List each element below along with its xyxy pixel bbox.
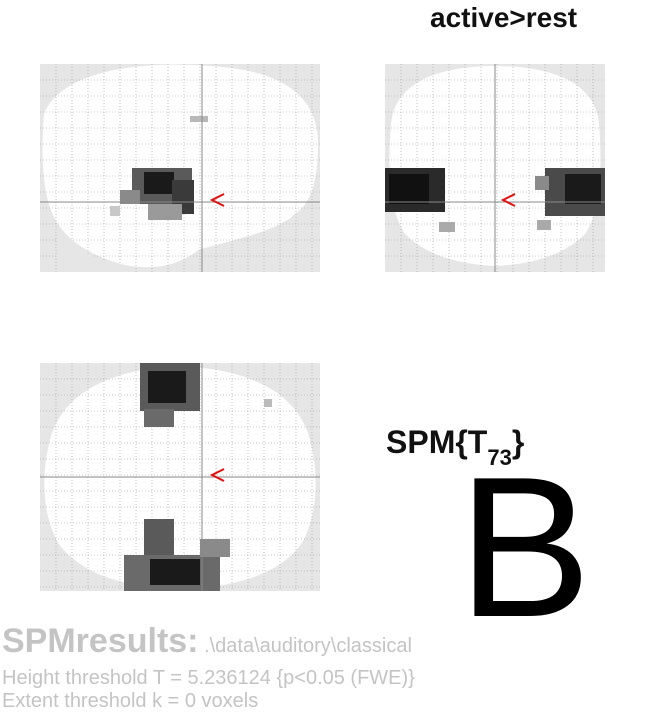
glass-brain-coronal[interactable] xyxy=(385,64,605,272)
glass-brain-sagittal[interactable] xyxy=(40,64,320,272)
glass-brain-axial[interactable] xyxy=(40,363,320,591)
statistic-df: 73 xyxy=(487,445,512,470)
cursor-marker xyxy=(209,193,225,207)
panel-letter: B xyxy=(458,436,592,659)
crosshair xyxy=(40,64,320,272)
cursor-marker xyxy=(209,468,225,482)
spm-statistic-label: SPM{T73} xyxy=(386,424,525,470)
crosshair xyxy=(385,64,605,272)
statistic-base: SPM{T xyxy=(386,424,488,460)
footer-title: SPMresults: xyxy=(2,622,199,660)
footer-path: .\data\auditory\classical xyxy=(198,635,412,657)
results-footer: SPMresults: .\data\auditory\classical He… xyxy=(2,622,415,713)
height-threshold: Height threshold T = 5.236124 {p<0.05 (F… xyxy=(2,667,415,689)
crosshair xyxy=(40,363,320,591)
cursor-marker xyxy=(500,193,516,207)
coronal-blobs xyxy=(385,168,605,232)
sagittal-blobs xyxy=(110,116,208,220)
statistic-close: } xyxy=(511,424,525,460)
axial-blobs xyxy=(124,363,272,591)
extent-threshold: Extent threshold k = 0 voxels xyxy=(2,690,259,712)
contrast-title: active>rest xyxy=(430,2,578,33)
